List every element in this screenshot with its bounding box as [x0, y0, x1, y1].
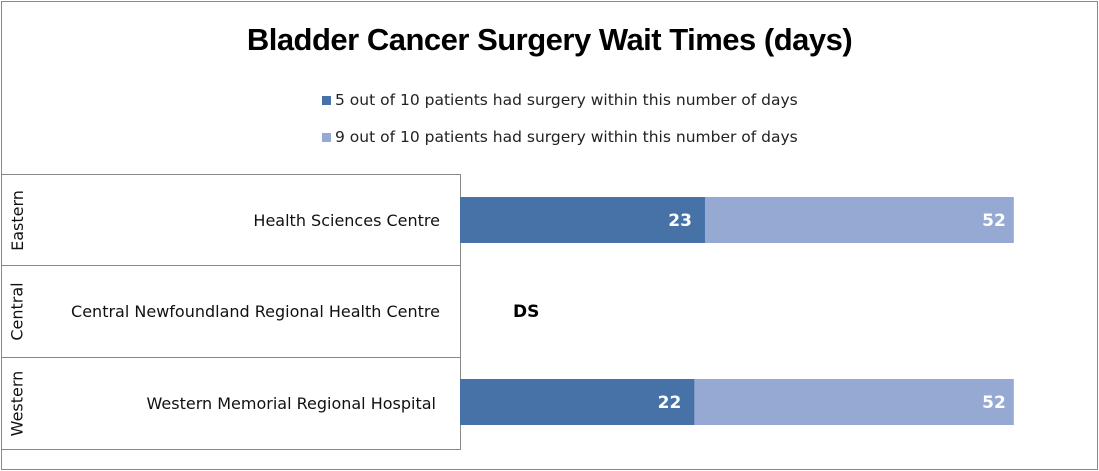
- hospital-label: Central Newfoundland Regional Health Cen…: [71, 302, 440, 321]
- legend-label-90th: 9 out of 10 patients had surgery within …: [335, 128, 798, 146]
- data-label-90th: 52: [982, 393, 1006, 413]
- bar-median: [460, 197, 705, 243]
- category-row-western: Western Western Memorial Regional Hospit…: [2, 358, 460, 449]
- category-table: Eastern Health Sciences Centre Central C…: [2, 174, 461, 450]
- data-label-median: 23: [668, 211, 692, 231]
- annotation-ds: DS: [513, 302, 539, 322]
- legend-item-90th: 9 out of 10 patients had surgery within …: [322, 128, 798, 146]
- data-label-median: 22: [658, 393, 682, 413]
- hospital-label: Health Sciences Centre: [253, 211, 440, 230]
- legend-swatch-90th: [322, 132, 331, 142]
- data-label-90th: 52: [982, 211, 1006, 231]
- chart-title: Bladder Cancer Surgery Wait Times (days): [246, 22, 853, 57]
- legend-swatch-median: [322, 95, 331, 105]
- legend-item-median: 5 out of 10 patients had surgery within …: [322, 91, 798, 109]
- legend-label-median: 5 out of 10 patients had surgery within …: [335, 91, 798, 109]
- category-row-eastern: Eastern Health Sciences Centre: [2, 175, 460, 266]
- bar-median: [460, 379, 695, 425]
- hospital-label: Western Memorial Regional Hospital: [146, 394, 436, 413]
- category-row-central: Central Central Newfoundland Regional He…: [2, 266, 460, 358]
